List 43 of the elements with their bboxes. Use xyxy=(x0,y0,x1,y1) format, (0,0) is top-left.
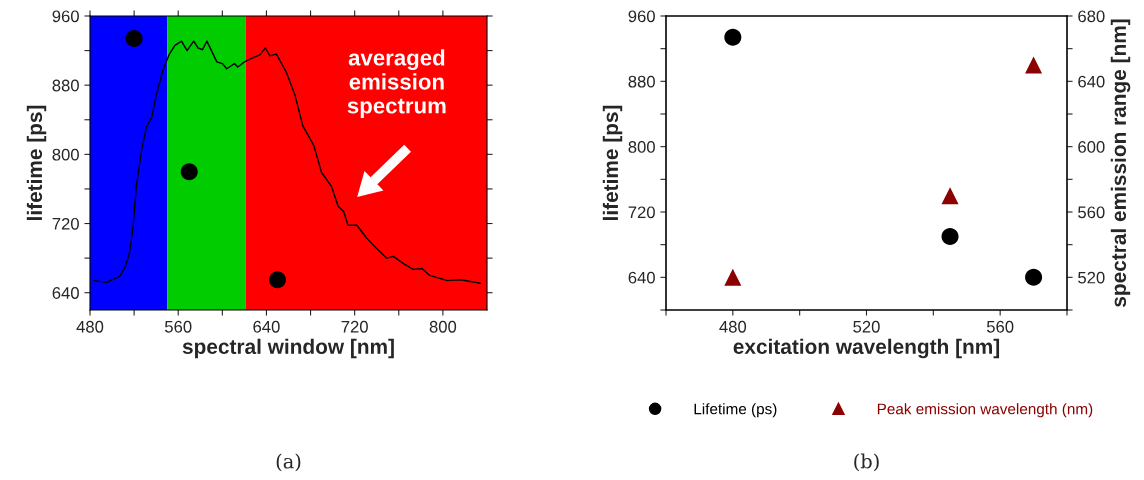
x-tick-label: 560 xyxy=(986,320,1014,333)
point xyxy=(941,187,959,205)
y-tick-label: 880 xyxy=(628,75,655,88)
point xyxy=(1025,56,1043,74)
x-axis-title: spectral window [nm] xyxy=(182,338,394,359)
text: (b) xyxy=(854,453,879,472)
x-tick-label: 640 xyxy=(253,320,280,333)
point xyxy=(180,163,198,181)
y2-tick-label: 600 xyxy=(1078,141,1105,153)
y-tick-label: 800 xyxy=(628,141,655,153)
y-tick-label: 720 xyxy=(52,217,79,230)
y2-tick-label: 640 xyxy=(1078,75,1105,88)
line-series xyxy=(93,40,482,284)
y-tick-label: 960 xyxy=(52,10,79,23)
x-tick-label: 720 xyxy=(341,320,368,333)
y-tick-label: 800 xyxy=(52,148,79,161)
legend-label: Lifetime (ps) xyxy=(694,403,777,418)
y-tick-label: 880 xyxy=(52,79,79,92)
point xyxy=(125,29,143,47)
point xyxy=(724,268,742,286)
x-tick-label: 480 xyxy=(76,320,104,333)
y2-tick-label: 520 xyxy=(1078,271,1105,284)
x-tick-label: 520 xyxy=(853,320,880,333)
point xyxy=(1025,268,1043,286)
annotation: averaged emission spectrum xyxy=(347,49,446,118)
y-tick-label: 960 xyxy=(628,10,655,23)
x-axis-title: excitation wavelength [nm] xyxy=(733,338,1000,359)
x-tick-label: 480 xyxy=(719,320,747,333)
y2-axis-title: spectral emission range [nm] xyxy=(1110,19,1131,307)
y-axis-title: lifetime [ps] xyxy=(602,105,623,220)
x-tick-label: 800 xyxy=(429,320,457,333)
legend-label: Peak emission wavelength (nm) xyxy=(877,403,1093,418)
text: (a) xyxy=(276,453,301,472)
y-tick-label: 640 xyxy=(52,287,79,299)
point xyxy=(268,271,286,289)
point xyxy=(941,227,959,246)
y-tick-label: 640 xyxy=(628,271,655,284)
point xyxy=(724,28,742,46)
y2-tick-label: 680 xyxy=(1078,10,1105,23)
y2-tick-label: 560 xyxy=(1078,206,1105,219)
y-axis-title: lifetime [ps] xyxy=(26,105,47,220)
x-tick-label: 560 xyxy=(164,320,192,333)
y-tick-label: 720 xyxy=(628,206,655,219)
